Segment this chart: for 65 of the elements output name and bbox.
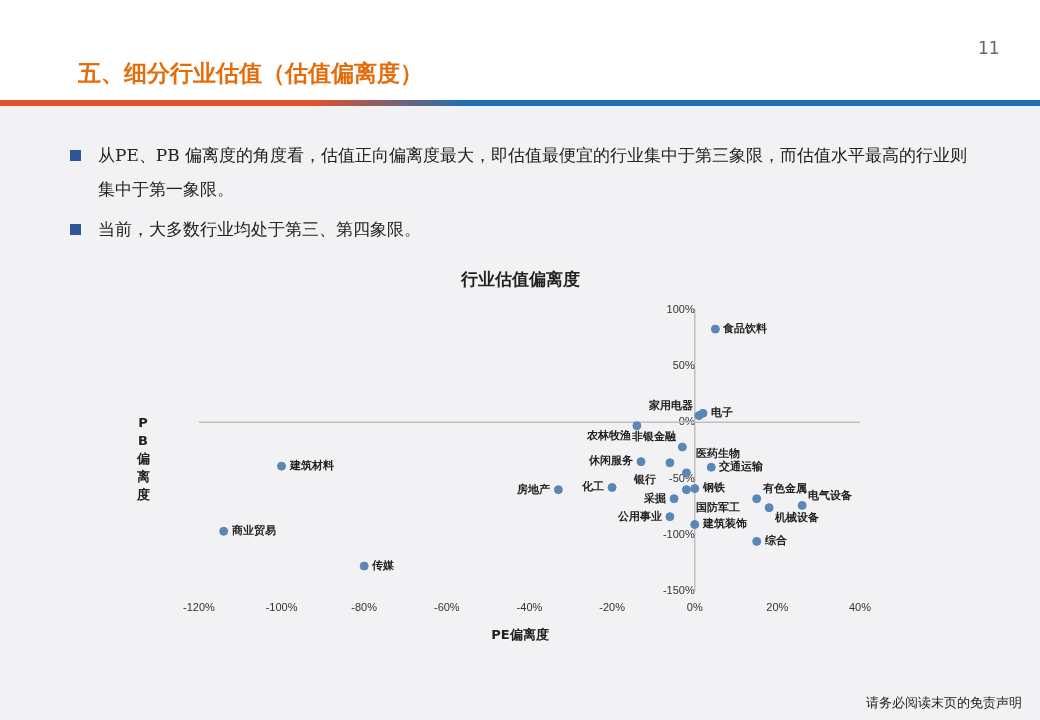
- point: [797, 500, 807, 510]
- x-tick-label: -20%: [599, 601, 626, 614]
- point: [219, 526, 229, 536]
- chart-subtitle: 行业估值偏离度: [459, 268, 581, 291]
- point: [752, 494, 762, 504]
- point: [665, 512, 675, 522]
- point: [690, 484, 700, 494]
- x-tick-label: 20%: [766, 601, 789, 614]
- annotation: 建筑装饰: [701, 517, 747, 531]
- annotation: 房地产: [516, 482, 551, 496]
- text: 请务必阅读末页的免责声明: [866, 694, 1022, 712]
- point: [764, 503, 774, 513]
- point: [359, 561, 369, 571]
- x-tick-label: -60%: [433, 601, 460, 614]
- point: [681, 485, 691, 495]
- text: 从PE、PB 偏离度的角度看，估值正向偏离度最大，即估值最便宜的行业集中于第三象限，而估值水平最高的行业则集中于第一象限。: [97, 144, 969, 201]
- y-axis-title: PB偏离度: [135, 414, 151, 504]
- x-tick-label: -100%: [265, 601, 298, 614]
- annotation: 商业贸易: [230, 524, 276, 538]
- point: [677, 442, 687, 452]
- text: 当前，大多数行业均处于第三、第四象限。: [97, 218, 422, 241]
- y-tick-label: 50%: [672, 359, 695, 372]
- point: [636, 457, 646, 467]
- annotation: 食品饮料: [722, 321, 768, 335]
- point: [710, 324, 720, 334]
- point: [690, 520, 700, 530]
- annotation: 电气设备: [808, 488, 853, 502]
- annotation: 非银金融: [631, 430, 678, 444]
- point: [706, 462, 716, 472]
- annotation: 传媒: [371, 558, 396, 572]
- annotation: 交通运输: [718, 460, 765, 474]
- annotation: 医药生物: [696, 447, 741, 461]
- point: [553, 485, 563, 495]
- point: [752, 536, 762, 546]
- annotation: 有色金属: [761, 482, 807, 496]
- annotation: 国防军工: [696, 501, 741, 515]
- point: [665, 458, 675, 468]
- annotation: 建筑材料: [288, 458, 334, 472]
- y-tick-label: -100%: [662, 527, 695, 540]
- x-tick-label: -40%: [516, 601, 543, 614]
- annotation: 化工: [581, 480, 605, 494]
- annotation: 机械设备: [774, 511, 820, 525]
- x-tick-label: 0%: [686, 601, 703, 614]
- point: [669, 494, 679, 504]
- point: [607, 482, 617, 492]
- annotation: 钢铁: [701, 481, 726, 495]
- x-tick-label: -80%: [351, 601, 378, 614]
- chart-title: 五、细分行业估值（估值偏离度）: [78, 58, 423, 88]
- annotation: 休闲服务: [588, 454, 634, 468]
- annotation: 采掘: [643, 491, 667, 505]
- y-tick-label: -150%: [662, 583, 695, 596]
- annotation: 家用电器: [647, 398, 693, 412]
- point: [632, 421, 642, 431]
- point: [698, 408, 708, 418]
- x-tick-label: 40%: [848, 601, 872, 614]
- annotation: 电子: [710, 406, 733, 420]
- point: [277, 461, 287, 471]
- annotation: 银行: [632, 472, 656, 486]
- annotation: 公用事业: [616, 509, 662, 523]
- x-axis-title: PE偏离度: [490, 626, 550, 644]
- x-tick-label: -120%: [183, 601, 216, 614]
- text: 11: [978, 38, 1000, 58]
- y-tick-label: 100%: [666, 303, 695, 316]
- annotation: 农林牧渔: [585, 429, 631, 443]
- annotation: 综合: [763, 534, 788, 548]
